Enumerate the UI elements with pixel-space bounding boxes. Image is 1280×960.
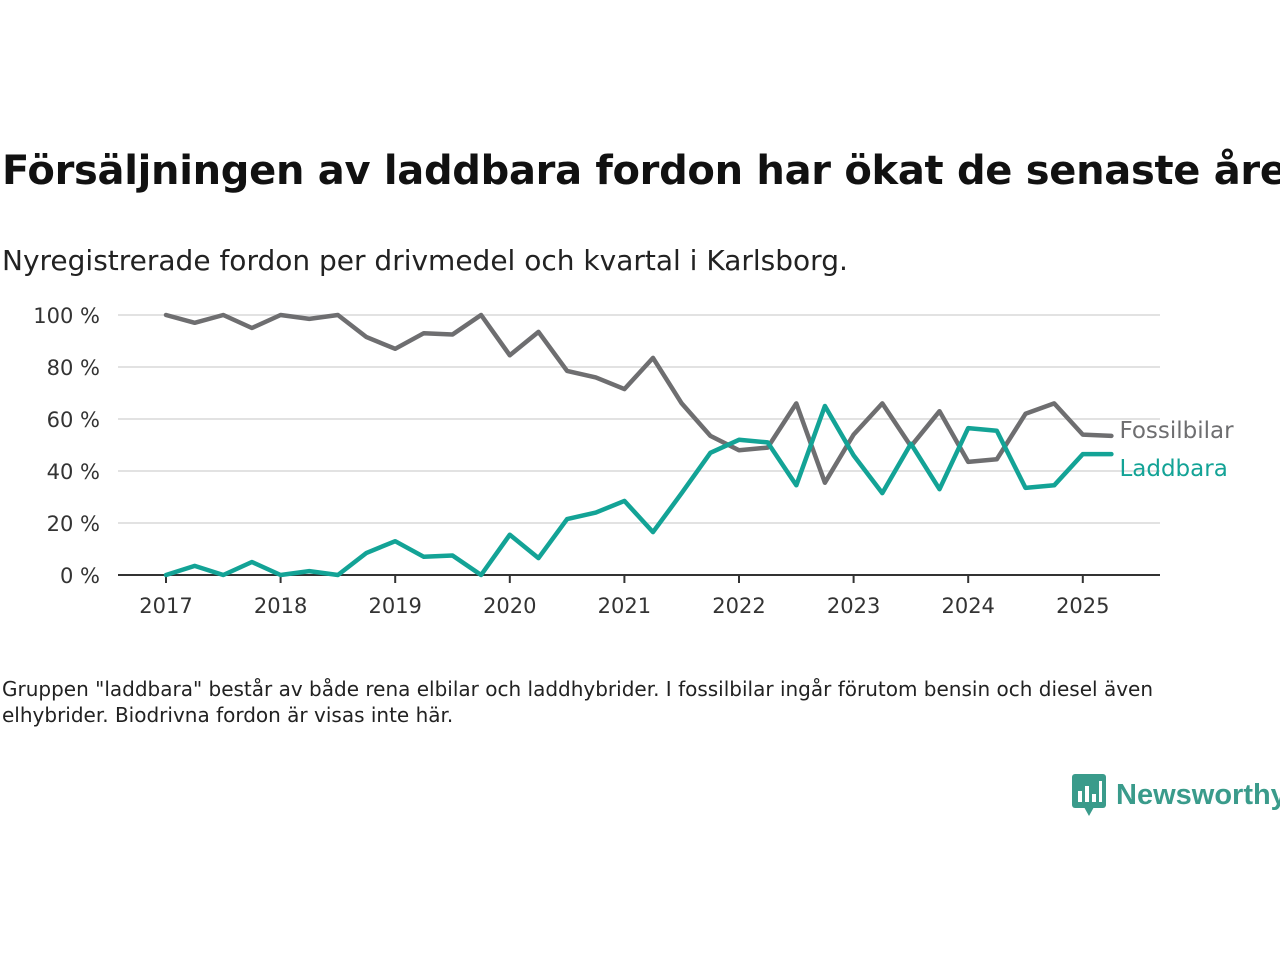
series-labels: Fossilbilar Laddbara xyxy=(1119,418,1234,482)
fossilbilar-line xyxy=(163,312,1114,485)
y-tick-label: 80 % xyxy=(47,356,100,380)
series-label-fossilbilar: Fossilbilar xyxy=(1119,418,1234,444)
gridlines xyxy=(118,314,1160,524)
logo-text: Newsworthy xyxy=(1116,778,1280,811)
x-tick-label: 2019 xyxy=(368,594,421,618)
x-tick-label: 2017 xyxy=(139,594,192,618)
x-tick-label: 2023 xyxy=(827,594,880,618)
footnote: Gruppen "laddbara" består av både rena e… xyxy=(2,677,1154,727)
line-chart: 0 % 20 % 40 % 60 % 80 % 100 % 2017 2018 2019 202… xyxy=(33,304,1234,618)
x-tick-label: 2025 xyxy=(1056,594,1109,618)
series-lines xyxy=(163,312,1114,578)
x-tick-label: 2022 xyxy=(712,594,765,618)
newsworthy-logo[interactable]: Newsworthy xyxy=(1072,774,1280,816)
x-axis: 2017 2018 2019 2020 2021 2022 2023 2024 2025 xyxy=(118,574,1160,618)
chart-title: Försäljningen av laddbara fordon har öka… xyxy=(2,148,1280,194)
y-tick-label: 40 % xyxy=(47,460,100,484)
y-tick-label: 20 % xyxy=(47,512,100,536)
x-tick-label: 2021 xyxy=(598,594,651,618)
chart-subtitle: Nyregistrerade fordon per drivmedel och … xyxy=(2,244,848,277)
series-label-laddbara: Laddbara xyxy=(1119,456,1227,482)
x-tick-label: 2024 xyxy=(941,594,994,618)
laddbara-line xyxy=(163,403,1114,578)
x-tick-label: 2020 xyxy=(483,594,536,618)
y-axis-tick-labels: 0 % 20 % 40 % 60 % 80 % 100 % xyxy=(33,304,100,588)
x-tick-label: 2018 xyxy=(254,594,307,618)
y-tick-label: 0 % xyxy=(60,564,100,588)
y-tick-label: 60 % xyxy=(47,408,100,432)
bar-chart-speech-bubble-icon xyxy=(1072,774,1106,816)
y-tick-label: 100 % xyxy=(33,304,100,328)
